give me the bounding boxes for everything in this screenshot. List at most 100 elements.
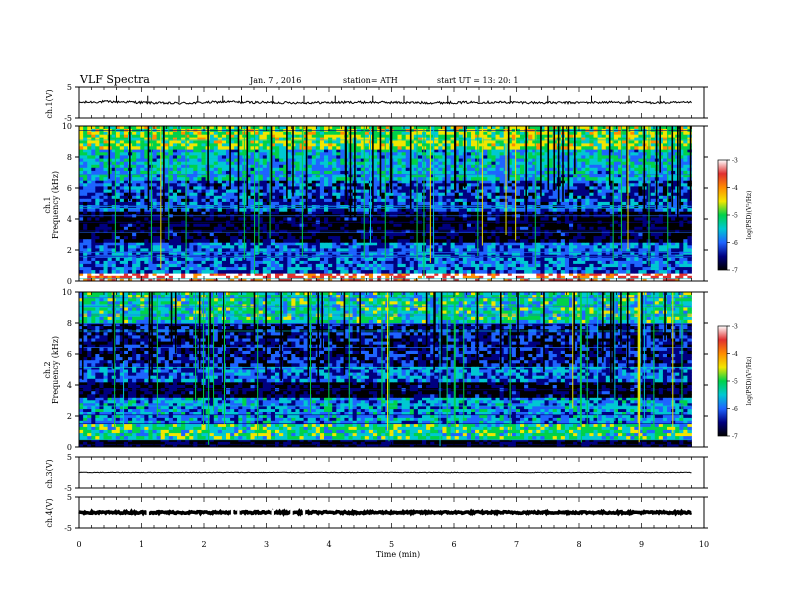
- ch1-spectrum-cell: [283, 242, 288, 246]
- ch1-spectrum-cell: [434, 257, 439, 262]
- ch1-spectrum-cell: [577, 267, 582, 271]
- ch1-spectrum-cell: [148, 198, 153, 203]
- ch1-spectrum-cell: [499, 198, 505, 203]
- ch1-spectrum-cell: [185, 186, 190, 190]
- ch1-spectrum-cell: [360, 273, 366, 277]
- ch1-spectrum-cell: [324, 195, 329, 200]
- ch1-spectrum-cell: [246, 201, 251, 206]
- ch1-spectrum-cell: [397, 189, 402, 194]
- ch1-spectrum-cell: [544, 223, 549, 228]
- ch1-spectrum-cell: [658, 239, 664, 243]
- ch1-spectrum-cell: [417, 278, 423, 282]
- ch1-spectrum-cell: [397, 239, 402, 243]
- ch1-spectrum-cell: [667, 183, 672, 187]
- ch1-spectrum-cell: [201, 267, 206, 271]
- ch1-spectrum-cell: [332, 192, 337, 197]
- ch1-spectrum-cell: [532, 275, 537, 279]
- ch1-spectrum-cell: [524, 223, 529, 228]
- ch1-spectrum-cell: [613, 211, 619, 215]
- ch1-spectrum-cell: [466, 248, 472, 252]
- ch1-spectrum-cell: [360, 275, 366, 279]
- ch1-spectrum-cell: [654, 245, 660, 249]
- ch1-spectrum-cell: [250, 278, 255, 282]
- ch1-spectrum-cell: [495, 239, 500, 243]
- ch1-spectrum-cell: [532, 251, 537, 256]
- ch1-spectrum-cell: [144, 239, 149, 243]
- ch1-spectrum-cell: [589, 229, 594, 234]
- ch1-spectrum-cell: [515, 198, 521, 203]
- ch1-spectrum-cell: [454, 201, 460, 206]
- ch1-spectrum-cell: [442, 242, 447, 246]
- ch1-spectrum-cell: [140, 183, 145, 187]
- ch1-spectrum-cell: [148, 223, 153, 228]
- ch1-spectrum-cell: [662, 186, 668, 190]
- ch1-spectrum-cell: [524, 236, 529, 240]
- ch1-spectrum-cell: [299, 263, 304, 268]
- ch1-spectrum-cell: [650, 186, 656, 190]
- ch1-spectrum-cell: [156, 195, 162, 200]
- ch1-spectrum-cell: [605, 251, 611, 256]
- ch1-spectrum-cell: [336, 189, 341, 194]
- ch1-spectrum-cell: [368, 236, 374, 240]
- ch1-spectrum-cell: [254, 195, 260, 200]
- ch1-spectrum-cell: [287, 201, 292, 206]
- ch1-spectrum-cell: [205, 257, 211, 262]
- ch1-spectrum-cell: [360, 278, 366, 282]
- ch1-spectrum-cell: [446, 201, 451, 206]
- ch1-spectrum-cell: [132, 217, 137, 221]
- ch1-spectrum-cell: [119, 198, 125, 203]
- ch1-spectrum-cell: [524, 217, 529, 221]
- ch1-spectrum-cell: [226, 186, 231, 190]
- ch1-spectrum-cell: [458, 186, 464, 190]
- ch1-spectrum-cell: [230, 226, 235, 231]
- ch1-spectrum-cell: [193, 223, 198, 228]
- ch1-spectrum-cell: [642, 236, 647, 240]
- ch1-spectrum-cell: [152, 273, 157, 277]
- ch1-spectrum-cell: [446, 192, 451, 197]
- ch1-spectrum-cell: [148, 242, 153, 246]
- ch1-spectrum-cell: [544, 248, 549, 252]
- ch1-spectrum-cell: [193, 257, 198, 262]
- ch1-spectrum-cell: [364, 195, 370, 200]
- ch1-spectrum-cell: [515, 232, 521, 237]
- ch1-spectrum-cell: [589, 270, 594, 274]
- ch1-spectrum-cell: [279, 270, 284, 274]
- ch1-spectrum-cell: [434, 229, 439, 234]
- ch1-spectrum-cell: [307, 232, 313, 237]
- ch1-spectrum-cell: [189, 201, 194, 206]
- ch1-spectrum-cell: [605, 245, 611, 249]
- ch1-spectrum-cell: [189, 198, 194, 203]
- ch1-spectrum-cell: [622, 217, 627, 221]
- ch1-spectrum-cell: [417, 217, 423, 221]
- ch1-spectrum-cell: [589, 192, 594, 197]
- ch1-spectrum-cell: [103, 226, 108, 231]
- ch1-spectrum-cell: [164, 278, 170, 282]
- ch1-spectrum-cell: [87, 195, 92, 200]
- ch1-spectrum-cell: [422, 278, 427, 282]
- ch1-spectrum-cell: [283, 226, 288, 231]
- ch1-spectrum-cell: [417, 192, 423, 197]
- ch1-spectrum-cell: [356, 239, 362, 243]
- ch1-spectrum-cell: [401, 226, 407, 231]
- ch1-spectrum-cell: [168, 260, 174, 265]
- ch1-spectrum-cell: [581, 232, 586, 237]
- ch1-spectrum-cell: [654, 239, 660, 243]
- ch1-spectrum-cell: [438, 186, 443, 190]
- ch1-spectrum-cell: [413, 229, 419, 234]
- ch1-spectrum-cell: [552, 251, 558, 256]
- ch1-spectrum-cell: [185, 226, 190, 231]
- ch1-spectrum-cell: [250, 208, 255, 212]
- ch1-spectrum-cell: [491, 211, 496, 215]
- ch1-spectrum-cell: [148, 208, 153, 212]
- ch1-spectrum-cell: [266, 195, 272, 200]
- ch1-spectrum-cell: [430, 242, 435, 246]
- ch1-spectrum-cell: [458, 229, 464, 234]
- ch1-spectrum-cell: [287, 192, 292, 197]
- ch1-spectrum-cell: [364, 232, 370, 237]
- ch1-spectrum-cell: [520, 275, 525, 279]
- ch1-spectrum-cell: [577, 275, 582, 279]
- ch1-spectrum-cell: [499, 278, 505, 282]
- ch1-spectrum-cell: [311, 201, 317, 206]
- ch1-spectrum-cell: [234, 257, 239, 262]
- ch1-spectrum-cell: [168, 226, 174, 231]
